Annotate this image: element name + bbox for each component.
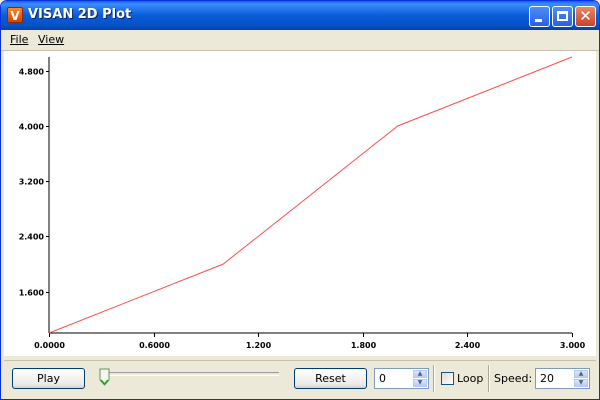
visan-icon: V [7,7,23,23]
menu-file[interactable]: File [10,33,29,46]
loop-checkbox[interactable] [441,372,454,385]
loop-label: Loop [457,372,484,385]
line-chart: 1.600 2.400 3.200 4.000 4.800 0.0000 0.6000 1.2… [19,56,586,350]
maximize-button[interactable] [552,6,573,27]
plot-area[interactable]: 1.600 2.400 3.200 4.000 4.800 0.0000 0.6000 1.2… [4,51,596,356]
x-tick-label: 2.400 [455,341,481,350]
play-button[interactable]: Play [12,368,85,389]
x-tick-label: 1.800 [351,341,377,350]
animation-controls: Play Reset 0 ▲ ▼ Loop Speed: 20 ▲ ▼ [4,360,596,396]
frame-down-arrow-icon[interactable]: ▼ [413,379,427,387]
menu-bar: File View [1,30,599,51]
frame-spinbox[interactable]: 0 ▲ ▼ [374,368,429,389]
separator [488,365,490,392]
minimize-button[interactable] [529,6,550,27]
y-tick-label: 1.600 [19,289,45,298]
close-icon: ✕ [579,7,592,25]
y-tick-label: 4.000 [19,123,45,132]
close-button[interactable]: ✕ [575,6,596,27]
maximize-icon [557,11,568,21]
x-tick-label: 0.6000 [139,341,170,350]
frame-value[interactable]: 0 [379,372,386,385]
speed-value[interactable]: 20 [540,372,554,385]
minimize-icon [535,19,542,22]
y-tick-label: 2.400 [19,233,45,242]
speed-down-arrow-icon[interactable]: ▼ [574,379,588,387]
x-tick-label: 0.0000 [34,341,65,350]
reset-button[interactable]: Reset [294,368,367,389]
title-bar[interactable]: V VISAN 2D Plot ✕ [1,1,599,30]
frame-slider-track[interactable] [104,372,279,376]
frame-slider-thumb[interactable] [99,368,110,386]
separator [433,365,435,392]
y-tick-label: 4.800 [19,68,45,77]
x-tick-label: 3.000 [560,341,586,350]
speed-spinbox[interactable]: 20 ▲ ▼ [535,368,590,389]
x-tick-label: 1.200 [246,341,272,350]
y-tick-label: 3.200 [19,178,45,187]
window-title: VISAN 2D Plot [28,7,132,22]
frame-up-arrow-icon[interactable]: ▲ [413,370,427,378]
menu-view[interactable]: View [38,33,65,46]
speed-label: Speed: [494,372,533,385]
speed-up-arrow-icon[interactable]: ▲ [574,370,588,378]
series-line [48,56,573,334]
